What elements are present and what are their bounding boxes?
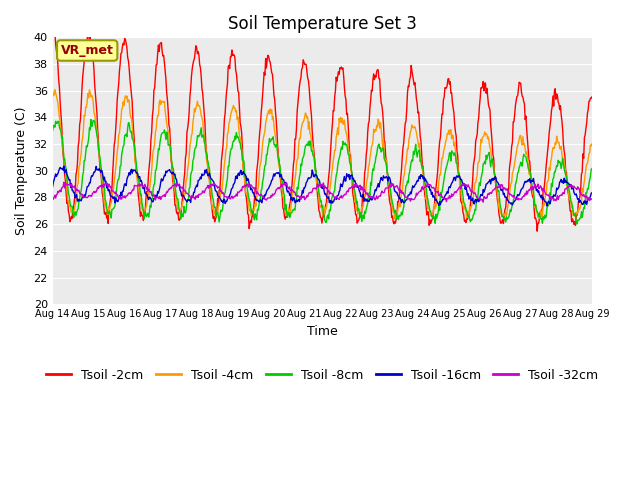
Tsoil -8cm — [198, 134, 206, 140]
Tsoil -4cm — [60, 146, 67, 152]
Tsoil -32cm — [60, 180, 68, 185]
Tsoil -16cm — [170, 170, 177, 176]
Tsoil -16cm — [388, 182, 396, 188]
Tsoil -4cm — [536, 216, 543, 221]
Tsoil -16cm — [198, 171, 206, 177]
Tsoil -8cm — [87, 117, 95, 122]
Tsoil -32cm — [59, 185, 67, 191]
Line: Tsoil -4cm: Tsoil -4cm — [52, 90, 592, 218]
Tsoil -16cm — [115, 196, 122, 202]
Tsoil -32cm — [49, 197, 56, 203]
Title: Soil Temperature Set 3: Soil Temperature Set 3 — [228, 15, 417, 33]
Tsoil -8cm — [388, 200, 396, 205]
Tsoil -8cm — [404, 180, 412, 186]
Tsoil -2cm — [59, 141, 67, 146]
Tsoil -2cm — [533, 228, 541, 234]
Tsoil -16cm — [404, 192, 412, 198]
Tsoil -16cm — [60, 163, 68, 169]
Tsoil -4cm — [198, 115, 206, 120]
Tsoil -8cm — [170, 166, 177, 172]
Tsoil -4cm — [51, 87, 59, 93]
Tsoil -4cm — [170, 179, 177, 185]
Tsoil -4cm — [588, 141, 596, 147]
Tsoil -16cm — [59, 165, 67, 171]
Tsoil -8cm — [59, 134, 67, 140]
Line: Tsoil -2cm: Tsoil -2cm — [52, 29, 592, 231]
Tsoil -32cm — [388, 182, 396, 188]
Line: Tsoil -8cm: Tsoil -8cm — [52, 120, 592, 224]
Tsoil -4cm — [115, 132, 122, 138]
Legend: Tsoil -2cm, Tsoil -4cm, Tsoil -8cm, Tsoil -16cm, Tsoil -32cm: Tsoil -2cm, Tsoil -4cm, Tsoil -8cm, Tsoi… — [41, 364, 604, 387]
Tsoil -32cm — [479, 199, 487, 205]
Tsoil -2cm — [197, 73, 205, 79]
Tsoil -2cm — [404, 91, 412, 96]
Tsoil -16cm — [49, 183, 56, 189]
Tsoil -16cm — [588, 190, 596, 196]
Tsoil -2cm — [169, 178, 177, 184]
Tsoil -8cm — [49, 128, 56, 133]
X-axis label: Time: Time — [307, 324, 338, 337]
Tsoil -16cm — [543, 203, 551, 209]
Tsoil -32cm — [170, 182, 177, 188]
Tsoil -32cm — [404, 196, 412, 202]
Tsoil -4cm — [404, 146, 412, 152]
Tsoil -4cm — [49, 89, 56, 95]
Text: VR_met: VR_met — [61, 44, 114, 57]
Y-axis label: Soil Temperature (C): Soil Temperature (C) — [15, 107, 28, 235]
Tsoil -2cm — [114, 89, 122, 95]
Tsoil -8cm — [573, 221, 580, 227]
Tsoil -2cm — [388, 215, 396, 220]
Tsoil -32cm — [198, 191, 206, 196]
Tsoil -8cm — [588, 166, 596, 171]
Line: Tsoil -16cm: Tsoil -16cm — [52, 166, 592, 206]
Tsoil -32cm — [588, 196, 596, 202]
Line: Tsoil -32cm: Tsoil -32cm — [52, 182, 592, 202]
Tsoil -2cm — [588, 94, 596, 100]
Tsoil -32cm — [115, 195, 122, 201]
Tsoil -4cm — [388, 205, 396, 211]
Tsoil -2cm — [49, 26, 56, 32]
Tsoil -8cm — [115, 177, 122, 182]
